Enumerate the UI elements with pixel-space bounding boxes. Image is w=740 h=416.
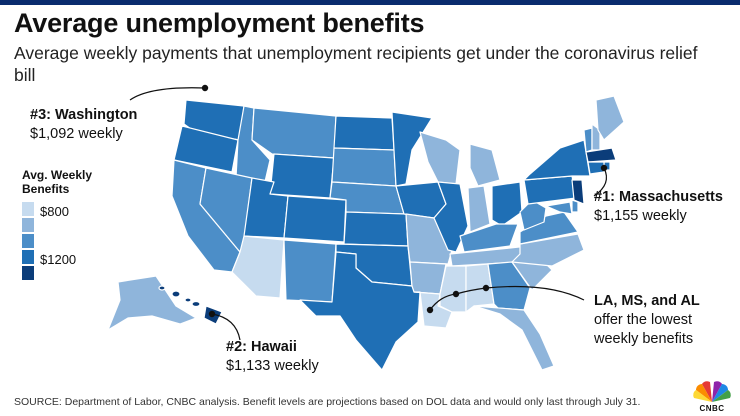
state-maryland <box>545 201 573 215</box>
legend-swatch-1 <box>22 202 34 216</box>
state-kentucky <box>459 223 519 253</box>
state-new-york <box>523 139 591 181</box>
state-michigan <box>469 143 501 187</box>
marker-washington <box>201 84 209 92</box>
callout-lowest-line2: offer the lowest <box>594 312 693 328</box>
state-north-dakota <box>333 115 395 151</box>
callout-washington-heading: #3: Washington <box>30 107 138 123</box>
state-pennsylvania <box>523 175 577 205</box>
callout-lowest: LA, MS, and AL offer the lowest weekly b… <box>594 292 700 349</box>
legend-swatch-3 <box>22 234 34 248</box>
state-vermont <box>583 127 593 153</box>
legend-swatch-4 <box>22 250 34 264</box>
marker-louisiana <box>426 306 434 314</box>
legend-swatch-5 <box>22 266 34 280</box>
state-hawaii <box>158 285 223 325</box>
callout-hawaii-value: $1,133 weekly <box>226 358 319 374</box>
state-oregon <box>173 125 239 173</box>
callout-massachusetts: #1: Massachusetts $1,155 weekly <box>594 188 723 226</box>
marker-hawaii <box>208 310 216 318</box>
state-illinois <box>433 181 469 253</box>
state-florida <box>473 305 555 371</box>
state-delaware <box>571 199 579 213</box>
leader-washington <box>129 87 206 101</box>
callout-washington: #3: Washington $1,092 weekly <box>30 106 137 144</box>
state-texas <box>299 251 421 371</box>
state-wyoming <box>269 153 335 199</box>
chart-subtitle: Average weekly payments that unemploymen… <box>14 43 698 85</box>
callout-lowest-line3: weekly benefits <box>594 331 694 347</box>
cnbc-logo: CNBC <box>690 378 734 413</box>
state-wisconsin <box>419 131 461 185</box>
callout-washington-value: $1,092 weekly <box>30 126 123 142</box>
callout-massachusetts-heading: #1: Massachusetts <box>594 189 723 205</box>
state-north-carolina <box>511 233 585 267</box>
source-note: SOURCE: Department of Labor, CNBC analys… <box>14 396 641 408</box>
state-connecticut <box>587 161 605 175</box>
state-new-jersey <box>571 179 585 205</box>
state-alaska <box>107 275 197 331</box>
marker-alabama <box>482 284 490 292</box>
legend-swatch-2 <box>22 218 34 232</box>
chart-title: Average unemployment benefits <box>14 8 425 38</box>
state-montana <box>251 107 337 159</box>
callout-lowest-heading: LA, MS, and AL <box>594 293 700 309</box>
top-accent-bar <box>0 0 740 5</box>
legend: Avg. Weekly Benefits $800 $1200 <box>22 168 142 280</box>
state-maine <box>595 95 625 141</box>
legend-min-label: $800 <box>40 204 69 219</box>
callout-hawaii-heading: #2: Hawaii <box>226 339 297 355</box>
marker-mississippi <box>452 290 460 298</box>
peacock-icon <box>693 381 731 402</box>
callout-massachusetts-value: $1,155 weekly <box>594 208 687 224</box>
leader-hawaii <box>211 313 241 341</box>
state-colorado <box>283 195 347 243</box>
state-massachusetts <box>585 147 617 163</box>
legend-title-line2: Benefits <box>22 182 70 196</box>
state-indiana <box>467 185 491 233</box>
state-ohio <box>491 181 523 227</box>
cnbc-wordmark: CNBC <box>699 404 725 413</box>
state-new-mexico <box>283 239 337 303</box>
state-alabama <box>465 263 495 313</box>
legend-title-line1: Avg. Weekly <box>22 168 93 182</box>
state-minnesota <box>391 111 433 187</box>
state-south-dakota <box>331 147 397 187</box>
state-kansas <box>343 211 409 247</box>
callout-hawaii: #2: Hawaii $1,133 weekly <box>226 338 319 376</box>
leader-lowest <box>429 285 585 311</box>
marker-massachusetts <box>600 164 608 172</box>
legend-max-label: $1200 <box>40 252 77 267</box>
